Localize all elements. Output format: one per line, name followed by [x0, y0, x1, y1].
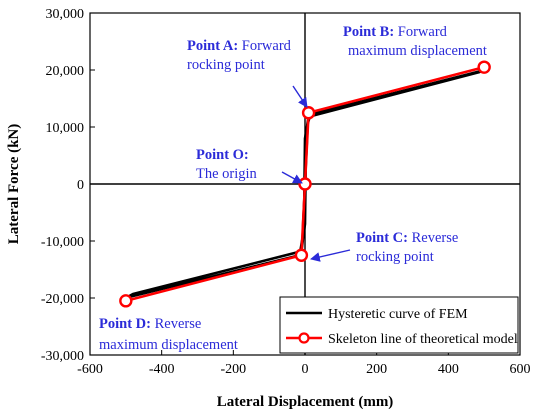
annotation-point-label: Point C:: [356, 230, 408, 246]
annotation-arrow: [292, 85, 308, 108]
x-tick-label: -600: [77, 362, 103, 377]
x-tick-label: 400: [438, 362, 459, 377]
annotation-point-label: Point A:: [187, 38, 238, 54]
legend-skeleton-label: Skeleton line of theoretical model: [328, 332, 518, 347]
annotation-point-a-line1: Point A: Forward: [187, 38, 292, 54]
point-c-marker: [294, 248, 309, 262]
y-tick-label: -20,000: [41, 292, 84, 307]
annotation-point-label: Point D:: [99, 316, 151, 332]
legend-skeleton-marker: [298, 332, 310, 344]
annotation-point-b-line2: maximum displacement: [348, 43, 487, 59]
x-tick-label: 600: [510, 362, 531, 377]
annotation-description: Forward: [238, 38, 292, 54]
annotation-point-a-line2: rocking point: [187, 57, 265, 73]
x-tick-label: -200: [220, 362, 246, 377]
point-o-marker: [298, 177, 312, 191]
annotation-point-d-line1: Point D: Reverse: [99, 316, 201, 332]
legend: Hysteretic curve of FEM Skeleton line of …: [279, 296, 519, 354]
annotation-point-label: Point B:: [343, 24, 394, 40]
y-tick-label: -30,000: [41, 349, 84, 364]
annotation-point-o-line1: Point O:: [196, 147, 249, 163]
annotation-point-c-line2: rocking point: [356, 249, 434, 265]
y-tick-label: 20,000: [46, 64, 85, 79]
annotation-point-b-line1: Point B: Forward: [343, 24, 448, 40]
annotation-description: Reverse: [408, 230, 458, 246]
y-tick-label: 10,000: [46, 121, 85, 136]
legend-box: [279, 296, 519, 354]
annotation-description: Forward: [394, 24, 448, 40]
x-tick-label: 200: [366, 362, 387, 377]
point-d-marker: [119, 294, 133, 308]
y-tick-label: 30,000: [46, 7, 85, 22]
point-a-marker: [301, 106, 316, 120]
y-axis-title: Lateral Force (kN): [6, 124, 22, 245]
annotation-arrow: [310, 249, 351, 262]
point-b-marker: [477, 60, 491, 74]
legend-fem-label: Hysteretic curve of FEM: [328, 307, 468, 322]
skeleton-line-group: [119, 60, 491, 308]
x-tick-label: -400: [149, 362, 175, 377]
x-tick-label: 0: [302, 362, 309, 377]
annotation-description: Reverse: [151, 316, 201, 332]
x-axis-title: Lateral Displacement (mm): [217, 394, 394, 410]
annotation-arrow: [281, 171, 303, 184]
y-tick-label: 0: [77, 178, 84, 193]
y-tick-label: -10,000: [41, 235, 84, 250]
annotation-group: Point A: Forward rocking point Point B: Fo…: [99, 24, 487, 353]
ticks-group: -600 -400 -200 0 200 400 600 -30,000 -20,000 -10,…: [41, 7, 531, 377]
annotation-point-d-line2: maximum displacement: [99, 337, 238, 353]
annotation-point-o-line2: The origin: [196, 166, 258, 182]
annotation-point-label: Point O:: [196, 147, 249, 163]
annotation-point-c-line1: Point C: Reverse: [356, 230, 458, 246]
